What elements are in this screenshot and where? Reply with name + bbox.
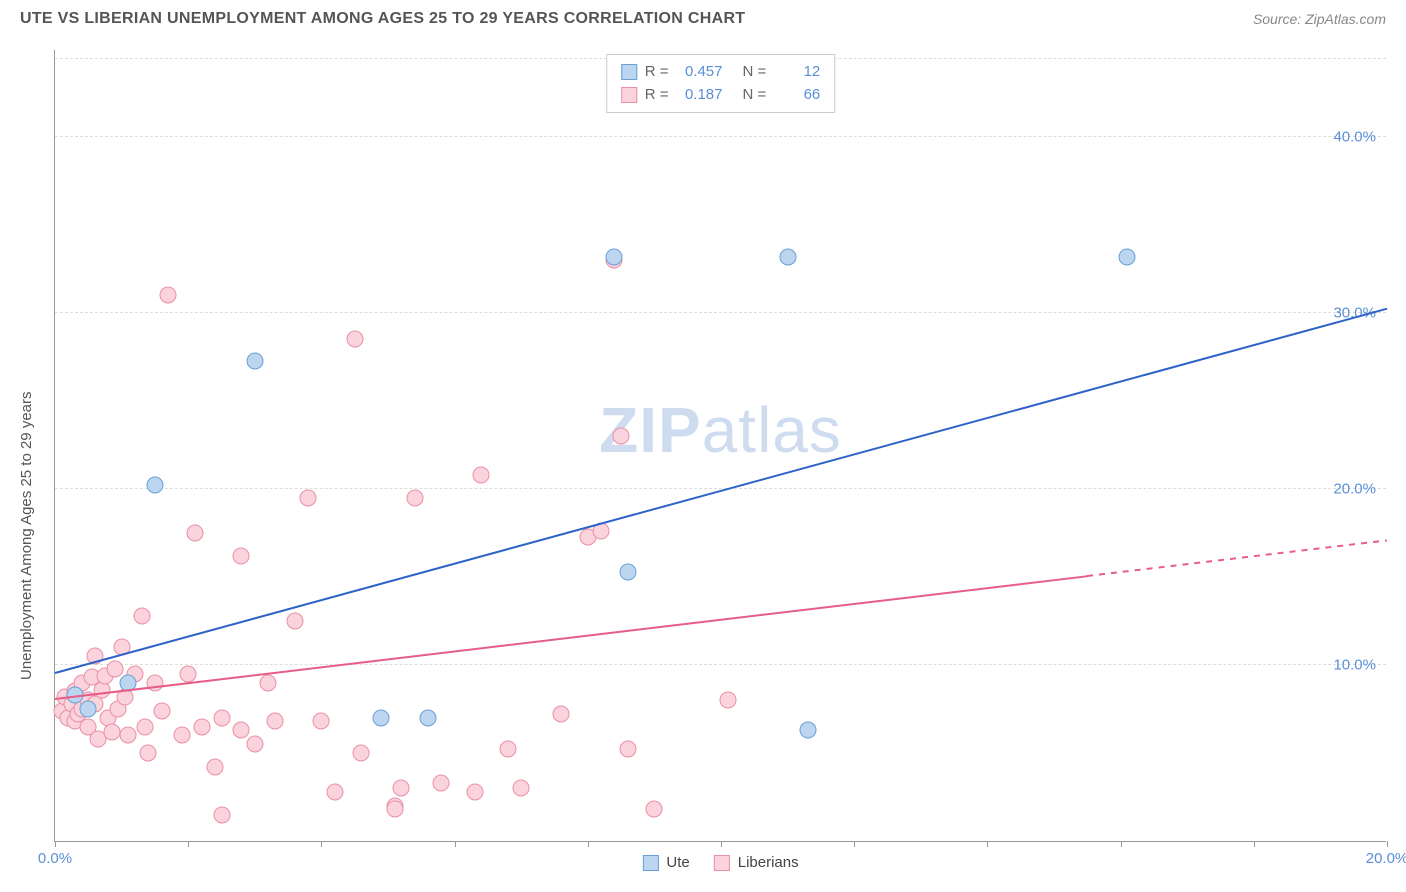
x-tick — [1121, 841, 1122, 847]
data-point — [419, 709, 436, 726]
data-point — [406, 489, 423, 506]
y-tick-label: 10.0% — [1333, 657, 1376, 674]
data-point — [466, 783, 483, 800]
data-point — [553, 706, 570, 723]
data-point — [433, 774, 450, 791]
data-point — [246, 352, 263, 369]
data-point — [153, 702, 170, 719]
data-point — [286, 613, 303, 630]
data-point — [260, 674, 277, 691]
x-tick — [987, 841, 988, 847]
chart-title: UTE VS LIBERIAN UNEMPLOYMENT AMONG AGES … — [20, 10, 745, 28]
gridline — [55, 664, 1386, 665]
x-tick — [1254, 841, 1255, 847]
data-point — [313, 713, 330, 730]
gridline — [55, 136, 1386, 137]
data-point — [106, 660, 123, 677]
data-point — [180, 665, 197, 682]
data-point — [136, 718, 153, 735]
stat-value-n: 12 — [774, 61, 820, 84]
data-point — [213, 709, 230, 726]
data-point — [1119, 248, 1136, 265]
x-tick-label: 20.0% — [1366, 850, 1406, 867]
data-point — [186, 525, 203, 542]
y-tick-label: 20.0% — [1333, 481, 1376, 498]
y-tick-label: 40.0% — [1333, 129, 1376, 146]
data-point — [213, 806, 230, 823]
x-tick — [321, 841, 322, 847]
data-point — [233, 547, 250, 564]
gridline — [55, 312, 1386, 313]
stats-legend: R = 0.457 N = 12 R = 0.187 N = 66 — [606, 54, 836, 113]
x-tick-label: 0.0% — [38, 850, 72, 867]
data-point — [266, 713, 283, 730]
data-point — [646, 801, 663, 818]
data-point — [326, 783, 343, 800]
data-point — [353, 745, 370, 762]
chart-plot-area: ZIPatlas 10.0%20.0%30.0%40.0%0.0%20.0%R … — [54, 50, 1386, 842]
legend-label: Ute — [666, 854, 689, 871]
x-tick — [721, 841, 722, 847]
x-tick — [588, 841, 589, 847]
stats-legend-row: R = 0.457 N = 12 — [621, 61, 821, 84]
stat-label-r: R = — [645, 61, 669, 84]
data-point — [193, 718, 210, 735]
data-point — [246, 736, 263, 753]
trend-line — [55, 575, 1088, 700]
data-point — [103, 723, 120, 740]
data-point — [799, 722, 816, 739]
data-point — [393, 780, 410, 797]
legend-label: Liberians — [738, 854, 799, 871]
watermark: ZIPatlas — [599, 393, 842, 467]
data-point — [80, 701, 97, 718]
data-point — [779, 248, 796, 265]
y-axis-label: Unemployment Among Ages 25 to 29 years — [18, 391, 35, 680]
series-legend: Ute Liberians — [642, 854, 798, 871]
stat-label-r: R = — [645, 84, 669, 107]
legend-item: Liberians — [714, 854, 799, 871]
data-point — [619, 741, 636, 758]
stat-value-r: 0.457 — [677, 61, 723, 84]
data-point — [233, 722, 250, 739]
stat-value-n: 66 — [774, 84, 820, 107]
x-tick — [1387, 841, 1388, 847]
x-tick — [854, 841, 855, 847]
legend-swatch — [621, 87, 637, 103]
stat-value-r: 0.187 — [677, 84, 723, 107]
data-point — [206, 759, 223, 776]
x-tick — [188, 841, 189, 847]
data-point — [386, 801, 403, 818]
data-point — [160, 287, 177, 304]
legend-swatch — [642, 855, 658, 871]
chart-source: Source: ZipAtlas.com — [1253, 11, 1386, 27]
trend-line — [1087, 540, 1387, 578]
data-point — [619, 563, 636, 580]
data-point — [120, 727, 137, 744]
data-point — [473, 466, 490, 483]
legend-item: Ute — [642, 854, 689, 871]
stats-legend-row: R = 0.187 N = 66 — [621, 84, 821, 107]
legend-swatch — [621, 64, 637, 80]
data-point — [346, 331, 363, 348]
x-tick — [455, 841, 456, 847]
data-point — [146, 477, 163, 494]
data-point — [133, 607, 150, 624]
data-point — [499, 741, 516, 758]
stat-label-n: N = — [743, 84, 767, 107]
data-point — [173, 727, 190, 744]
data-point — [373, 709, 390, 726]
data-point — [719, 692, 736, 709]
data-point — [140, 745, 157, 762]
data-point — [300, 489, 317, 506]
data-point — [606, 248, 623, 265]
chart-header: UTE VS LIBERIAN UNEMPLOYMENT AMONG AGES … — [0, 0, 1406, 34]
data-point — [513, 780, 530, 797]
data-point — [613, 428, 630, 445]
x-tick — [55, 841, 56, 847]
stat-label-n: N = — [743, 61, 767, 84]
legend-swatch — [714, 855, 730, 871]
